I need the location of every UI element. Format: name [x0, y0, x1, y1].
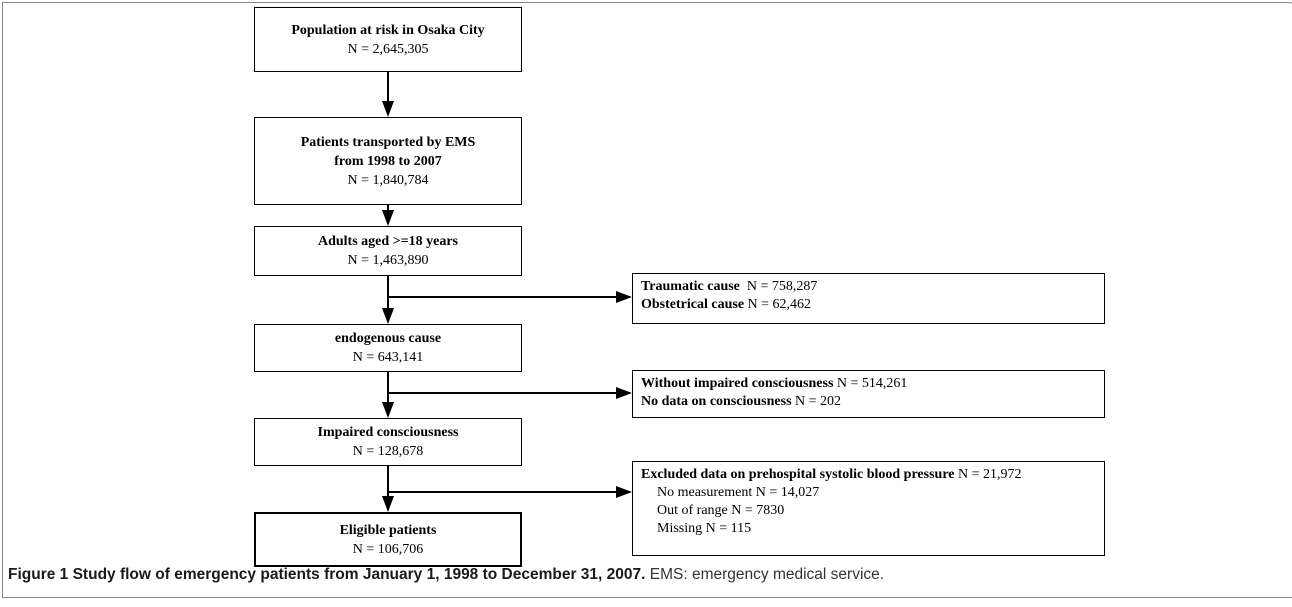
exclusion-detail: Out of range N = 7830: [657, 503, 785, 518]
exclusion-count: N = 62,462: [747, 297, 812, 312]
exclusion-count: N = 758,287: [746, 279, 818, 294]
exclusion-count: N = 514,261: [836, 376, 908, 391]
exclusion-box: Without impaired consciousness N = 514,2…: [632, 370, 1105, 418]
box-title: Eligible patients: [339, 522, 437, 538]
box-count: N = 2,645,305: [347, 41, 429, 57]
flow-box: Population at risk in Osaka City N = 2,6…: [254, 7, 522, 72]
box-title: Impaired consciousness: [317, 425, 459, 440]
box-count: N = 106,706: [352, 541, 424, 557]
flow-box: Impaired consciousness N = 128,678: [254, 418, 522, 466]
exclusion-item: Without impaired consciousness N = 514,2…: [641, 375, 1096, 393]
exclusion-count: N = 202: [795, 394, 842, 409]
exclusion-box: Excluded data on prehospital systolic bl…: [632, 461, 1105, 556]
flow-box: Adults aged >=18 years N = 1,463,890: [254, 226, 522, 276]
final-box: Eligible patients N = 106,706: [254, 512, 522, 567]
flow-box: endogenous cause N = 643,141: [254, 324, 522, 372]
exclusion-detail: No measurement N = 14,027: [657, 485, 820, 500]
box-count: N = 1,463,890: [347, 253, 429, 268]
box-count: N = 128,678: [352, 444, 424, 459]
box-title: Adults aged >=18 years: [317, 234, 458, 249]
exclusion-item: Excluded data on prehospital systolic bl…: [641, 466, 1096, 484]
exclusion-detail: Missing N = 115: [657, 521, 752, 536]
box-title: endogenous cause: [334, 331, 442, 346]
exclusion-label: Without impaired consciousness: [641, 376, 834, 391]
exclusion-label: Obstetrical cause: [641, 297, 745, 312]
exclusion-label: Traumatic cause: [641, 279, 740, 294]
exclusion-box: Traumatic cause N = 758,287 Obstetrical …: [632, 273, 1105, 324]
exclusion-label: No data on consciousness: [641, 394, 792, 409]
exclusion-label: Excluded data on prehospital systolic bl…: [641, 467, 955, 482]
box-count: N = 1,840,784: [347, 172, 429, 188]
exclusion-item: Traumatic cause N = 758,287: [641, 278, 1096, 296]
caption-title: Figure 1 Study flow of emergency patient…: [8, 566, 646, 583]
flow-box: Patients transported by EMS from 1998 to…: [254, 117, 522, 205]
box-title: from 1998 to 2007: [334, 153, 442, 169]
caption: Figure 1 Study flow of emergency patient…: [8, 566, 884, 584]
box-count: N = 643,141: [352, 350, 424, 365]
exclusion-count: N = 21,972: [958, 467, 1022, 482]
exclusion-item: No data on consciousness N = 202: [641, 393, 1096, 411]
box-title: Patients transported by EMS: [300, 134, 476, 150]
box-title: Population at risk in Osaka City: [291, 22, 485, 38]
exclusion-item: Obstetrical cause N = 62,462: [641, 296, 1096, 314]
caption-text: EMS: emergency medical service.: [649, 566, 885, 583]
